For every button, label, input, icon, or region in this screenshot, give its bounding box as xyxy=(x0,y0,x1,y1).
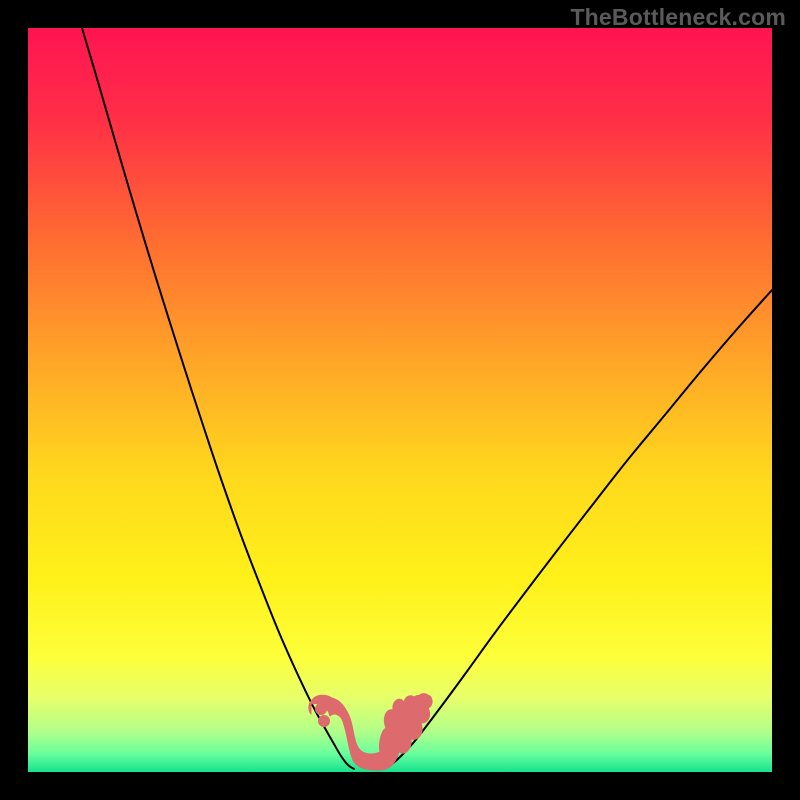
watermark-text: TheBottleneck.com xyxy=(570,4,786,31)
plot-area xyxy=(28,28,772,772)
plot-svg xyxy=(28,28,772,772)
chart-frame: TheBottleneck.com xyxy=(0,0,800,800)
gradient-background xyxy=(28,28,772,772)
